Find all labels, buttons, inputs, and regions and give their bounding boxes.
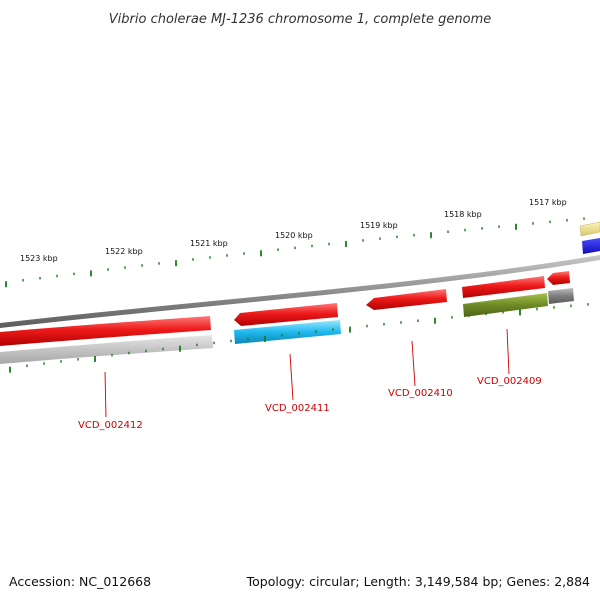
ruler-label-1523: 1523 kbp xyxy=(20,254,58,263)
cds-forward-vcd-002409[interactable] xyxy=(462,276,545,298)
ruler-label-1518: 1518 kbp xyxy=(444,210,482,219)
gene-label-vcd-002409[interactable]: VCD_002409 xyxy=(477,376,542,387)
genome-summary-text: Topology: circular; Length: 3,149,584 bp… xyxy=(246,574,590,589)
gene-label-vcd-002410[interactable]: VCD_002410 xyxy=(388,388,453,399)
ruler-label-1522: 1522 kbp xyxy=(105,247,143,256)
outer-tick-marks xyxy=(5,217,585,288)
genome-backbone xyxy=(0,255,600,328)
map-title: Vibrio cholerae MJ-1236 chromosome 1, co… xyxy=(109,12,491,27)
cds-reverse-blue[interactable] xyxy=(234,320,341,344)
cds-reverse-grey[interactable] xyxy=(548,288,574,304)
cds-forward-vcd-002410[interactable] xyxy=(366,289,447,310)
ruler-label-1519: 1519 kbp xyxy=(360,221,398,230)
cds-reverse-light[interactable] xyxy=(0,335,213,364)
leader-line-vcd-002409 xyxy=(506,328,510,375)
accession-text: Accession: NC_012668 xyxy=(9,574,152,589)
leader-line-vcd-002410 xyxy=(411,340,416,387)
ruler-label-1517: 1517 kbp xyxy=(529,198,567,207)
gene-label-vcd-002412[interactable]: VCD_002412 xyxy=(78,420,143,431)
cds-forward-vcd-002412[interactable] xyxy=(0,316,211,346)
leader-line-vcd-002411 xyxy=(289,353,294,401)
ruler-label-1521: 1521 kbp xyxy=(190,239,228,248)
feature-dark-blue[interactable] xyxy=(582,238,600,254)
feature-pale-yellow[interactable] xyxy=(579,221,600,237)
cds-forward-small[interactable] xyxy=(547,271,570,285)
inner-tick-marks xyxy=(9,303,589,373)
leader-line-vcd-002412 xyxy=(104,371,107,418)
cds-reverse-olive[interactable] xyxy=(463,293,548,317)
ruler-label-1520: 1520 kbp xyxy=(275,231,313,240)
gene-label-vcd-002411[interactable]: VCD_002411 xyxy=(265,403,330,414)
cds-forward-vcd-002411[interactable] xyxy=(234,303,338,326)
